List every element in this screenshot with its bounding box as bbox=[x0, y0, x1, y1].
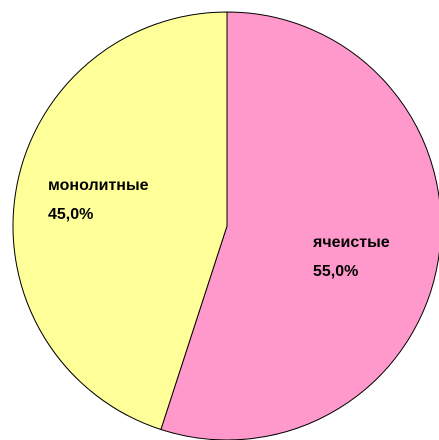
slice-value-label: 55,0% bbox=[313, 263, 358, 280]
pie-slice bbox=[160, 11, 439, 440]
slice-category-label: монолитные bbox=[48, 177, 149, 194]
slice-category-label: ячеистые bbox=[312, 234, 390, 251]
pie-slice bbox=[12, 11, 228, 431]
slice-value-label: 45,0% bbox=[48, 206, 93, 223]
